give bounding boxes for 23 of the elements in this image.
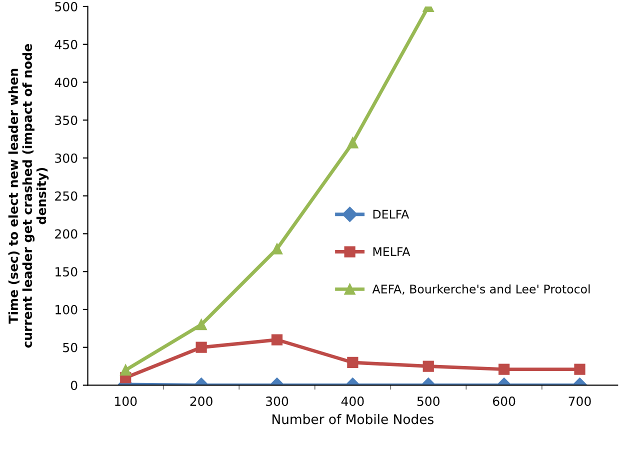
x-tick-label: 500 — [417, 396, 440, 406]
legend-label: DELFA — [373, 210, 410, 219]
x-tick-label: 100 — [115, 396, 137, 406]
y-axis-title: Time (sec) to elect new leader when current leader get crashed (impact of node density) — [8, 44, 49, 348]
y-tick-label: 50 — [63, 342, 78, 352]
x-tick-label: 200 — [190, 396, 212, 406]
x-tick-label: 400 — [341, 396, 364, 406]
x-tick-label: 300 — [266, 396, 288, 406]
y-tick-label: 300 — [55, 153, 78, 163]
x-tick-label: 600 — [493, 396, 516, 406]
y-tick-label: 350 — [55, 116, 78, 126]
legend-label: AEFA, Bourkerche's and Lee' Protocol — [372, 284, 590, 295]
legend-label: MELFA — [373, 247, 410, 256]
x-axis-title: Number of Mobile Nodes — [272, 414, 434, 424]
y-tick-label: 100 — [56, 304, 78, 314]
y-tick-label: 250 — [55, 191, 78, 201]
y-tick-label: 200 — [55, 229, 78, 239]
y-tick-label: 500 — [55, 2, 78, 12]
y-tick-label: 0 — [70, 380, 78, 390]
y-tick-label: 150 — [56, 267, 78, 277]
y-tick-label: 400 — [54, 78, 78, 88]
x-tick-label: 700 — [568, 396, 591, 406]
y-tick-label: 450 — [54, 40, 78, 50]
